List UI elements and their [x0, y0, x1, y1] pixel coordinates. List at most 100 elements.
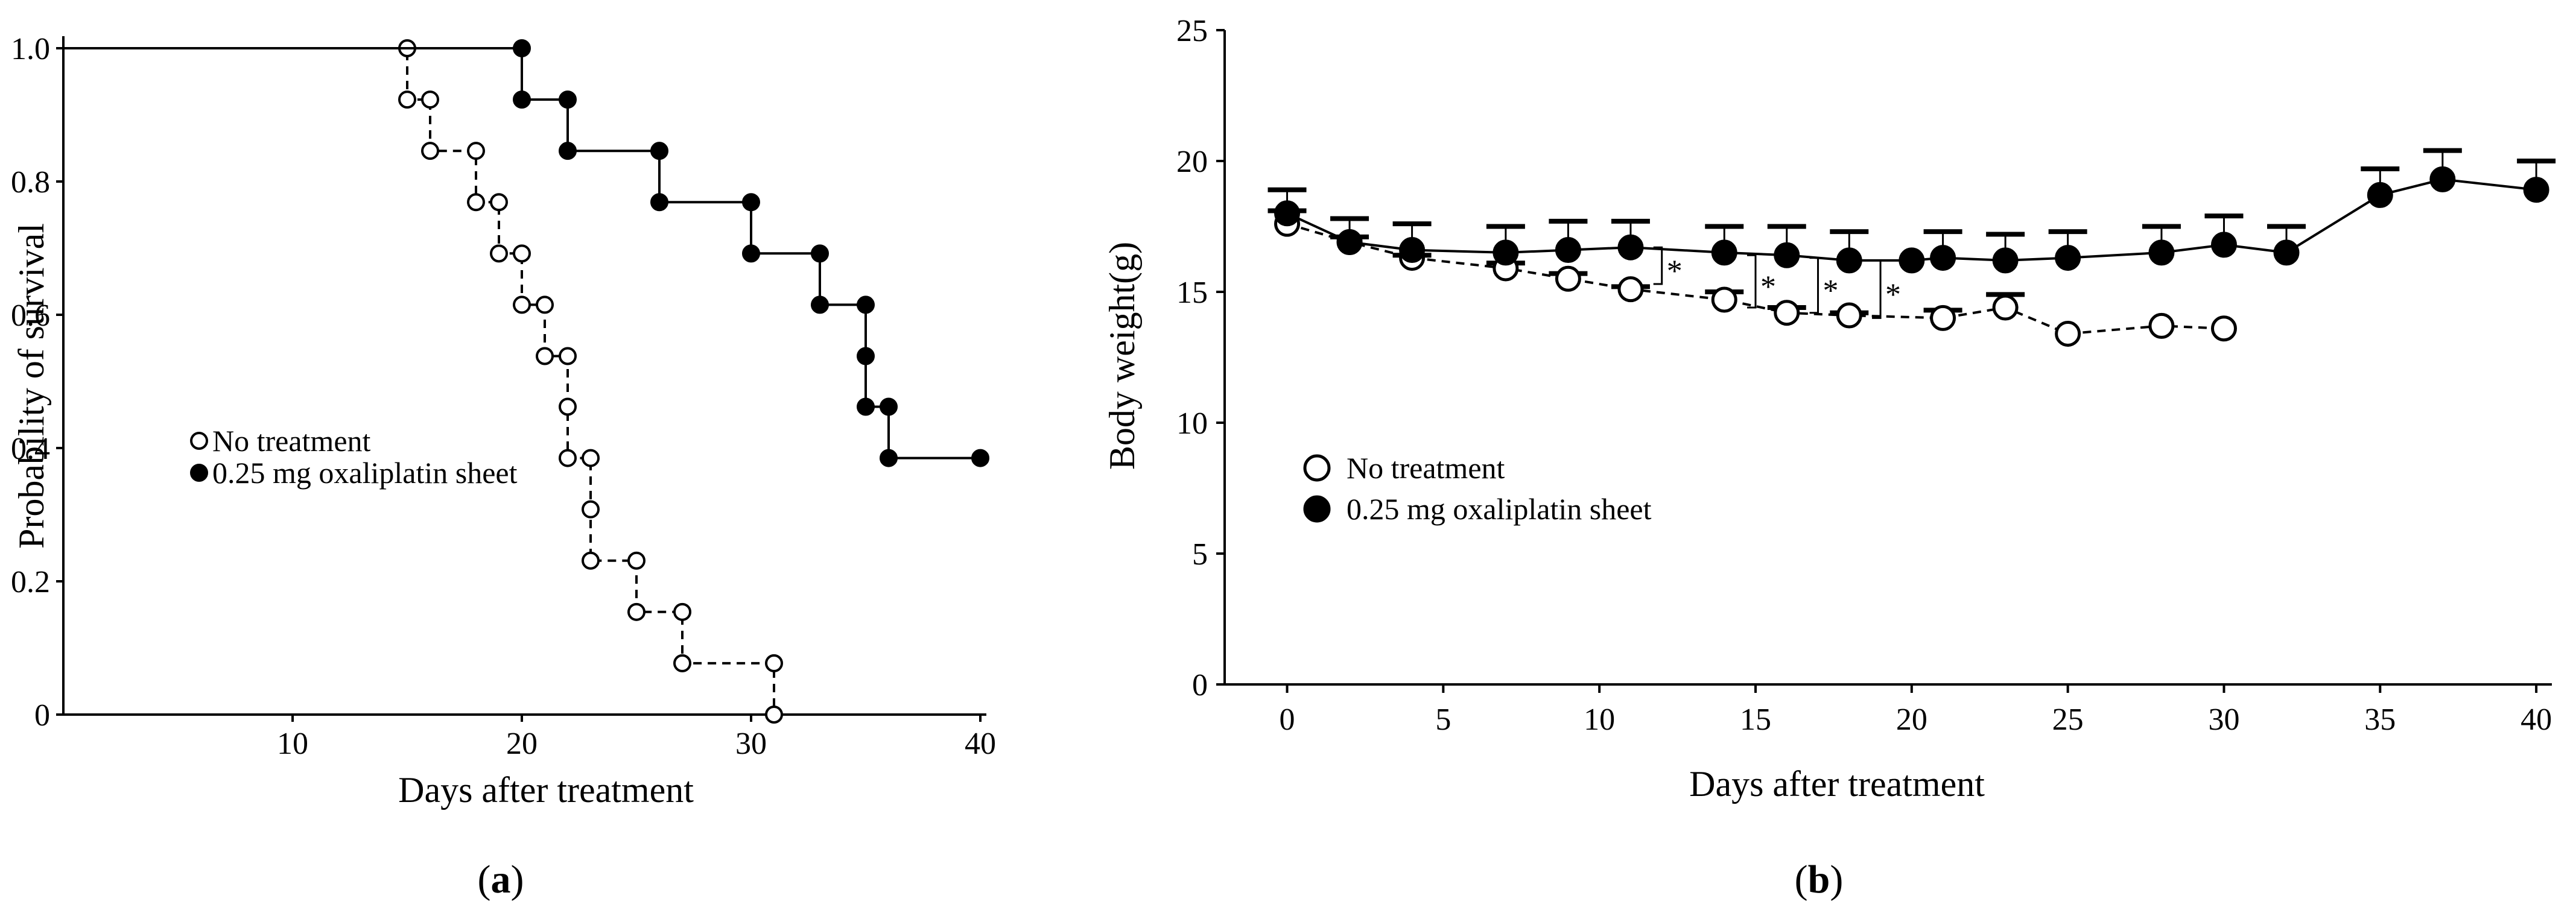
- oxaliplatin-marker: [971, 449, 989, 467]
- oxaliplatin-marker: [1711, 239, 1737, 266]
- y-tick-label: 25: [1176, 14, 1208, 48]
- oxaliplatin-marker: [513, 39, 531, 57]
- no-treatment-marker: [627, 551, 646, 570]
- legend-label-oxaliplatin: 0.25 mg oxaliplatin sheet: [212, 456, 518, 490]
- legend-marker-oxaliplatin: [190, 464, 208, 482]
- y-tick-label: 0.8: [11, 165, 50, 200]
- oxaliplatin-marker: [1617, 234, 1644, 261]
- no-treatment-marker: [513, 244, 531, 263]
- oxaliplatin-marker: [1274, 200, 1301, 227]
- survival-x-axis-title: Days after treatment: [398, 770, 694, 810]
- x-tick-label: 30: [735, 727, 767, 761]
- oxaliplatin-marker: [2523, 177, 2549, 203]
- no-treatment-marker: [513, 295, 531, 314]
- body-weight-axes: 0 5 10 15 20 25 0 5 10 15 20 25 30 35 40: [1176, 14, 2552, 737]
- oxaliplatin-marker: [513, 90, 531, 109]
- legend-label-oxaliplatin: 0.25 mg oxaliplatin sheet: [1347, 492, 1652, 526]
- survival-chart: 0 0.2 0.4 0.6 0.8 1.0 10 20 30 40 No treatment 0.…: [11, 32, 996, 902]
- no-treatment-marker: [582, 449, 600, 467]
- survival-legend: No treatment 0.25 mg oxaliplatin sheet: [190, 424, 518, 490]
- legend-label-no-treatment: No treatment: [1347, 451, 1505, 485]
- no-treatment-marker: [536, 347, 554, 365]
- legend-marker-no-treatment: [190, 432, 208, 450]
- survival-axes: 0 0.2 0.4 0.6 0.8 1.0 10 20 30 40: [11, 32, 996, 761]
- no-treatment-marker: [1930, 305, 1956, 331]
- significance-bracket: [1747, 254, 1757, 309]
- x-tick-label: 10: [277, 727, 308, 761]
- oxaliplatin-marker: [559, 90, 577, 109]
- oxaliplatin-marker: [1899, 247, 1925, 274]
- oxaliplatin-marker: [742, 244, 760, 263]
- no-treatment-marker: [467, 193, 485, 212]
- oxaliplatin-marker: [811, 244, 829, 263]
- y-tick-label: 20: [1176, 145, 1208, 179]
- significance-bracket: [1653, 246, 1663, 285]
- no-treatment-marker: [559, 397, 577, 416]
- no-treatment-marker: [627, 602, 646, 621]
- y-tick-label: 0.2: [11, 565, 50, 599]
- y-tick-label: 15: [1176, 276, 1208, 310]
- oxaliplatin-marker: [1336, 229, 1363, 256]
- legend-label-no-treatment: No treatment: [212, 424, 371, 458]
- y-tick-label: 0.6: [11, 298, 50, 333]
- oxaliplatin-marker: [857, 347, 875, 365]
- body-weight-chart: 0 5 10 15 20 25 0 5 10 15 20 25 30 35 40 * * * * No treat…: [1102, 14, 2556, 902]
- oxaliplatin-marker: [857, 397, 875, 416]
- body-weight-legend: No treatment 0.25 mg oxaliplatin sheet: [1303, 451, 1652, 526]
- oxaliplatin-marker: [1992, 247, 2019, 274]
- body-weight-y-axis-title: Body weight(g): [1102, 242, 1142, 470]
- no-treatment-marker: [1992, 294, 2019, 321]
- no-treatment-marker: [582, 500, 600, 519]
- no-treatment-marker: [1617, 276, 1644, 303]
- no-treatment-marker: [582, 551, 600, 570]
- oxaliplatin-marker: [880, 397, 898, 416]
- y-tick-label: 0: [1192, 668, 1208, 703]
- oxaliplatin-marker: [2210, 232, 2237, 258]
- x-tick-label: 10: [1584, 703, 1615, 737]
- survival-y-axis-title: Probability of survival: [11, 223, 51, 549]
- no-treatment-marker: [1711, 286, 1737, 313]
- x-tick-label: 20: [1896, 703, 1927, 737]
- x-tick-label: 40: [965, 727, 996, 761]
- oxaliplatin-marker: [1930, 245, 1956, 271]
- x-tick-label: 30: [2208, 703, 2239, 737]
- x-tick-label: 20: [506, 727, 538, 761]
- no-treatment-marker: [2210, 315, 2237, 342]
- no-treatment-marker: [765, 654, 783, 672]
- no-treatment-marker: [2055, 320, 2081, 347]
- oxaliplatin-marker: [1555, 237, 1581, 264]
- x-tick-label: 5: [1435, 703, 1451, 737]
- no-treatment-marker: [398, 90, 416, 109]
- oxaliplatin-marker: [2367, 182, 2393, 208]
- body-weight-x-axis-title: Days after treatment: [1689, 764, 1985, 804]
- no-treatment-marker: [1555, 265, 1581, 292]
- no-treatment-marker: [1836, 302, 1862, 329]
- significance-bracket: [1809, 257, 1819, 314]
- oxaliplatin-marker: [880, 449, 898, 467]
- legend-marker-no-treatment: [1303, 454, 1331, 482]
- y-tick-label: 1.0: [11, 32, 50, 66]
- panel-label-a: (a): [478, 857, 524, 902]
- x-tick-label: 35: [2364, 703, 2396, 737]
- no-treatment-marker: [490, 244, 508, 263]
- y-tick-label: 5: [1192, 537, 1208, 572]
- x-tick-label: 40: [2520, 703, 2552, 737]
- oxaliplatin-marker: [742, 193, 760, 212]
- oxaliplatin-marker: [2429, 166, 2456, 192]
- x-tick-label: 15: [1740, 703, 1771, 737]
- no-treatment-marker: [2148, 312, 2175, 339]
- oxaliplatin-marker: [2148, 239, 2175, 266]
- legend-marker-oxaliplatin: [1303, 495, 1331, 523]
- oxaliplatin-marker: [811, 295, 829, 314]
- no-treatment-marker: [490, 193, 508, 212]
- panel-label-b: (b): [1795, 857, 1844, 902]
- y-tick-label: 10: [1176, 406, 1208, 441]
- oxaliplatin-marker: [2273, 239, 2300, 266]
- no-treatment-marker: [673, 602, 691, 621]
- significance-bracket: [1872, 259, 1882, 319]
- no-treatment-marker: [467, 142, 485, 160]
- no-treatment-marker: [536, 295, 554, 314]
- oxaliplatin-marker: [1774, 242, 1800, 268]
- y-tick-label: 0.4: [11, 432, 50, 466]
